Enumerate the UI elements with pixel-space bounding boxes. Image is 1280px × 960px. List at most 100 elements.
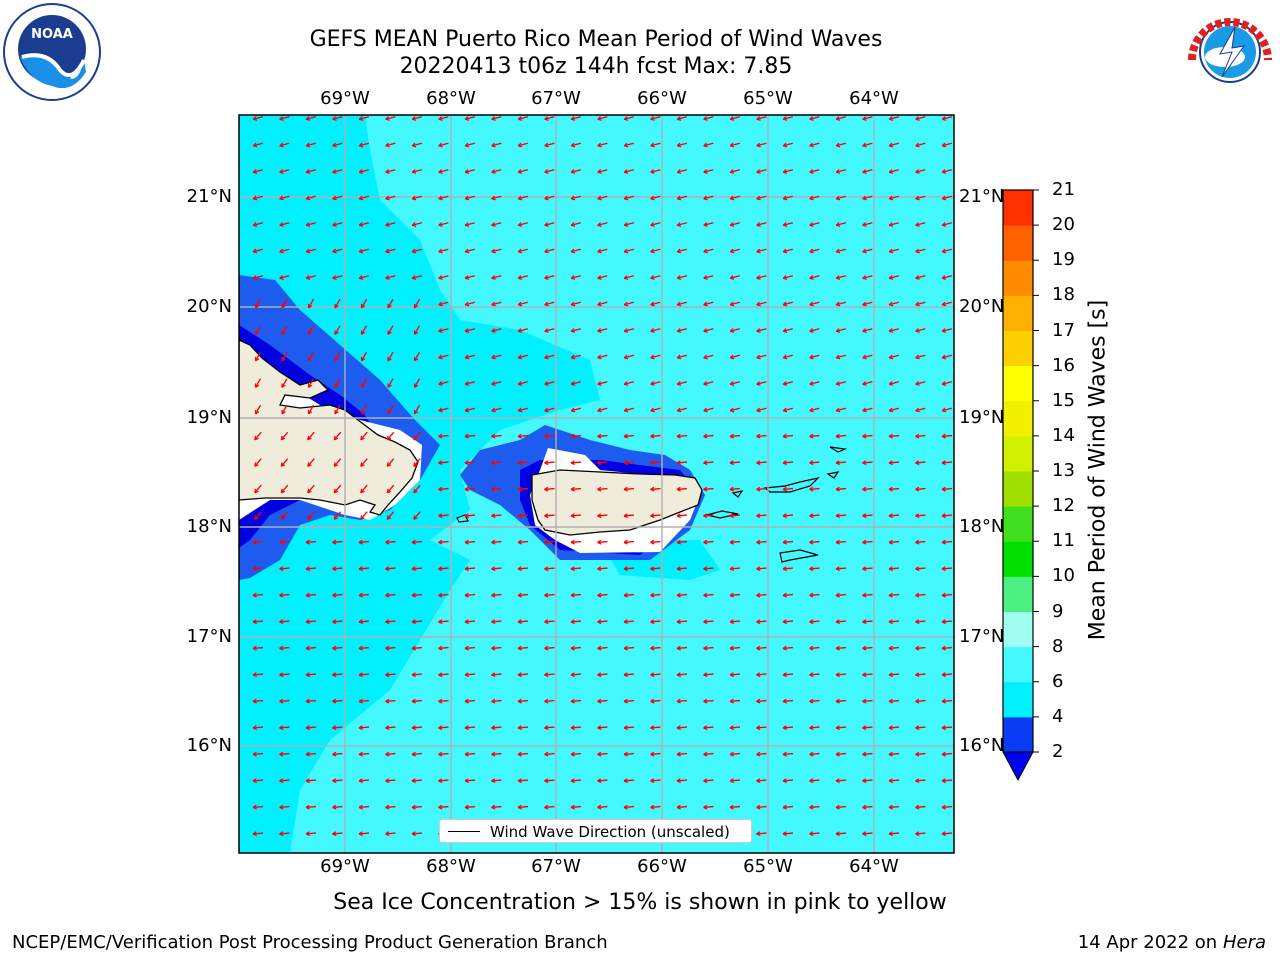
colorbar-extend xyxy=(1002,751,1034,782)
wave-arrow xyxy=(359,116,369,120)
wave-arrow xyxy=(332,142,343,147)
wave-arrow-head xyxy=(464,698,469,704)
wave-arrow xyxy=(491,407,502,412)
wave-arrow-head xyxy=(676,116,682,121)
wave-arrow-head xyxy=(252,195,258,201)
wave-arrow xyxy=(782,805,794,809)
wave-arrow xyxy=(836,195,846,200)
wave-arrow-head xyxy=(623,381,629,386)
wave-arrow-head xyxy=(517,222,523,227)
wave-arrow-head xyxy=(358,831,363,837)
wave-arrow-head xyxy=(360,356,366,362)
wave-arrow-head xyxy=(729,328,735,333)
wave-arrow-head xyxy=(252,116,258,121)
lon-label-bottom: 68°W xyxy=(426,856,476,877)
wave-arrow-head xyxy=(386,515,392,520)
wave-arrow xyxy=(332,593,343,597)
wave-arrow-head xyxy=(835,698,840,704)
wave-arrow-head xyxy=(597,804,602,810)
wave-arrow-head xyxy=(703,804,708,810)
wave-arrow xyxy=(281,378,288,388)
wave-arrow xyxy=(835,434,847,438)
wave-arrow xyxy=(385,593,396,597)
wave-arrow xyxy=(305,726,317,729)
wave-arrow-head xyxy=(517,195,523,201)
footer-date: 14 Apr 2022 on Hera xyxy=(1078,932,1266,953)
wave-arrow-head xyxy=(835,433,840,439)
wave-arrow-head xyxy=(305,751,310,757)
wave-arrow xyxy=(782,673,794,676)
wave-arrow xyxy=(888,540,900,544)
footer-credit: NCEP/EMC/Verification Post Processing Pr… xyxy=(12,932,608,953)
wave-arrow xyxy=(809,805,820,809)
wave-arrow xyxy=(279,567,290,570)
wave-arrow xyxy=(756,407,767,412)
wave-arrow-head xyxy=(254,356,260,362)
wave-arrow xyxy=(676,593,688,597)
wave-arrow xyxy=(836,354,846,359)
wave-arrow xyxy=(650,301,661,306)
wave-arrow xyxy=(252,726,264,729)
wave-arrow xyxy=(624,116,634,120)
wave-arrow-head xyxy=(650,381,655,386)
wave-arrow xyxy=(306,142,316,147)
wave-arrow xyxy=(597,673,608,676)
wave-arrow-head xyxy=(544,222,549,227)
colorbar-tick-label: 10 xyxy=(1052,565,1075,587)
wave-arrow xyxy=(464,805,476,809)
wave-arrow xyxy=(305,567,317,570)
colorbar-label: Mean Period of Wind Waves [s] xyxy=(1085,299,1111,641)
wave-arrow xyxy=(465,354,475,359)
wave-arrow-head xyxy=(915,804,920,810)
wave-arrow xyxy=(358,673,370,676)
wave-arrow-head xyxy=(756,725,761,731)
wave-arrow-head xyxy=(570,645,575,651)
wave-arrow-head xyxy=(729,169,735,174)
wave-arrow-head xyxy=(915,407,920,413)
wave-arrow xyxy=(888,434,900,438)
wave-arrow xyxy=(438,805,449,809)
wave-arrow-head xyxy=(623,248,629,254)
wave-arrow-head xyxy=(650,778,655,784)
wave-arrow-head xyxy=(915,460,920,466)
wave-arrow-head xyxy=(729,698,734,704)
wave-arrow-head xyxy=(623,301,629,307)
wave-arrow-head xyxy=(597,142,602,148)
wave-arrow xyxy=(783,275,793,279)
wave-arrow-head xyxy=(570,381,576,386)
wave-arrow xyxy=(306,116,316,120)
wave-arrow-head xyxy=(650,460,655,466)
wave-arrow-head xyxy=(703,725,708,731)
wave-arrow-head xyxy=(623,407,629,413)
wave-arrow-head xyxy=(676,645,681,651)
wave-arrow-head xyxy=(676,381,682,386)
nws-logo xyxy=(1182,4,1278,100)
wave-arrow-head xyxy=(915,328,920,333)
colorbar xyxy=(1002,189,1039,782)
wave-arrow-head xyxy=(915,566,920,572)
wave-arrow xyxy=(915,620,926,623)
wave-arrow-head xyxy=(332,831,337,837)
wave-arrow-head xyxy=(676,222,682,227)
wave-arrow-head xyxy=(756,433,761,439)
wave-arrow-head xyxy=(491,778,496,784)
wave-arrow xyxy=(307,325,315,335)
wave-arrow-head xyxy=(915,486,920,492)
wave-arrow-head xyxy=(464,354,470,360)
wave-arrow-head xyxy=(623,275,629,280)
wave-arrow xyxy=(307,378,315,388)
wave-arrow xyxy=(491,646,502,650)
wave-arrow-head xyxy=(307,356,313,362)
wave-arrow-head xyxy=(411,222,417,227)
wave-arrow-head xyxy=(517,539,522,545)
wave-arrow xyxy=(517,752,529,756)
wave-arrow xyxy=(783,354,793,359)
wave-arrow-head xyxy=(782,354,788,360)
wave-arrow-head xyxy=(254,409,260,415)
wave-arrow-head xyxy=(570,566,575,572)
wave-arrow-head xyxy=(835,116,841,121)
wave-arrow xyxy=(387,351,394,362)
wave-arrow xyxy=(413,484,421,494)
colorbar-tick-label: 12 xyxy=(1052,495,1075,517)
wave-arrow xyxy=(385,142,396,147)
